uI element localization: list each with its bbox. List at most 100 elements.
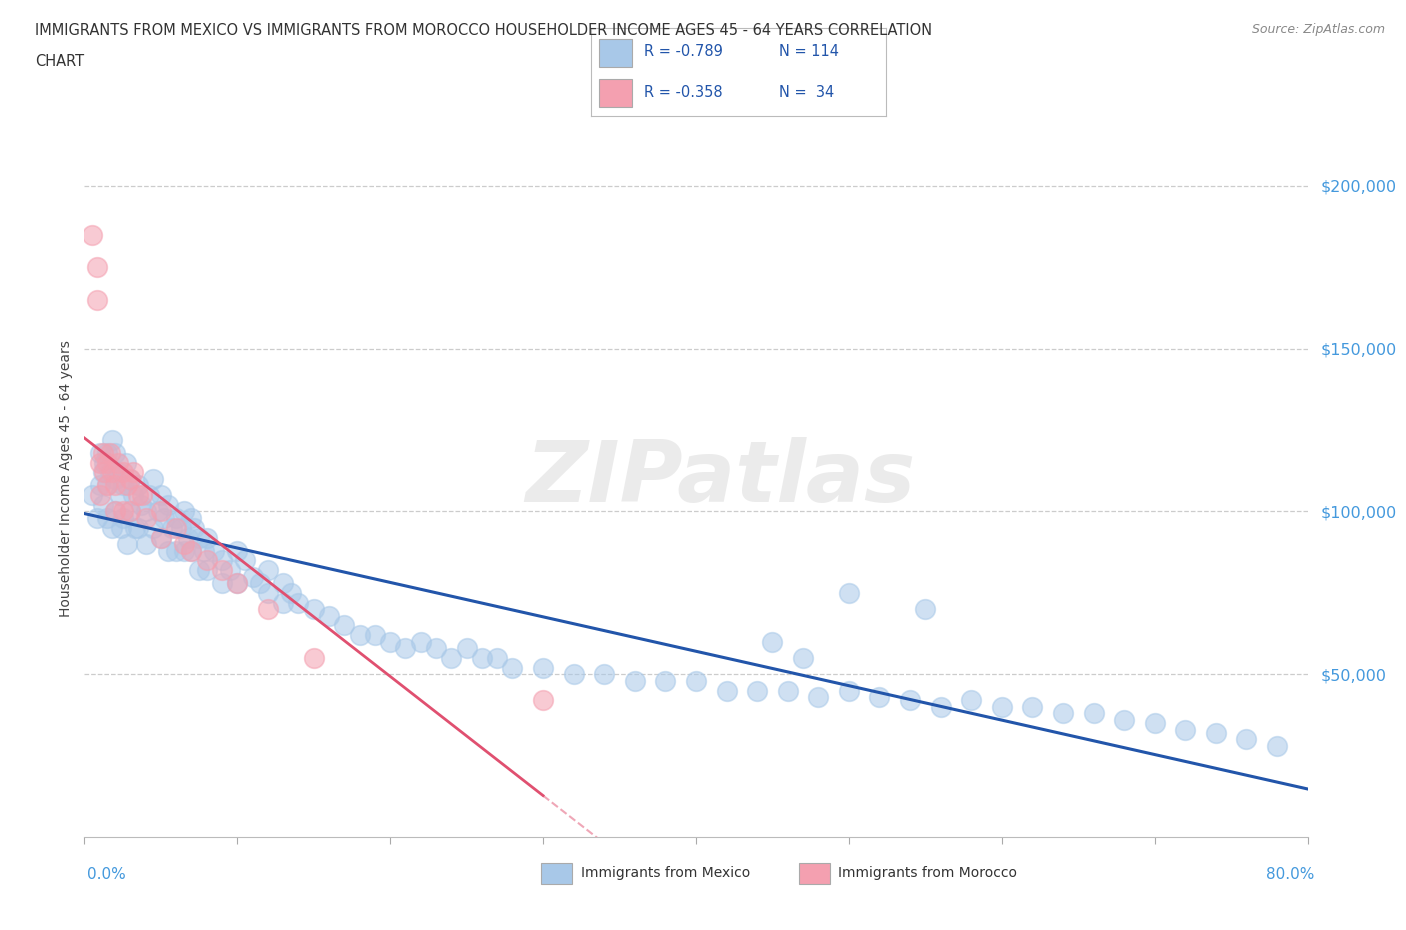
Point [149, 504, 172, 519]
Point [104, 472, 127, 486]
Point [129, 498, 152, 512]
Point [149, 488, 172, 503]
Point [188, 563, 211, 578]
Point [89, 488, 111, 503]
Point [127, 488, 149, 503]
Point [440, 651, 463, 666]
Point [96, 511, 118, 525]
Point [226, 576, 249, 591]
Text: N = 114: N = 114 [779, 45, 839, 60]
Text: IMMIGRANTS FROM MEXICO VS IMMIGRANTS FROM MOROCCO HOUSEHOLDER INCOME AGES 45 - 6: IMMIGRANTS FROM MEXICO VS IMMIGRANTS FRO… [35, 23, 932, 38]
Point [91, 498, 114, 512]
Point [218, 563, 240, 578]
Point [115, 478, 138, 493]
Point [114, 456, 136, 471]
Point [138, 488, 160, 503]
Point [409, 634, 432, 649]
Point [124, 521, 146, 536]
Point [131, 488, 153, 503]
Point [120, 504, 142, 519]
Point [111, 504, 134, 519]
Point [211, 563, 233, 578]
Point [91, 465, 114, 480]
Point [302, 651, 325, 666]
Point [104, 478, 127, 493]
Point [86, 511, 108, 525]
Point [127, 478, 149, 493]
Point [115, 537, 138, 551]
Point [89, 445, 111, 460]
Point [101, 465, 124, 480]
Text: ZIPatlas: ZIPatlas [526, 437, 915, 521]
Point [761, 634, 783, 649]
Point [120, 504, 142, 519]
Point [108, 488, 131, 503]
Text: 0.0%: 0.0% [87, 867, 127, 882]
Point [211, 552, 233, 567]
Point [1114, 712, 1136, 727]
Point [96, 478, 118, 493]
Point [111, 465, 134, 480]
Text: Source: ZipAtlas.com: Source: ZipAtlas.com [1251, 23, 1385, 36]
Point [776, 683, 799, 698]
Point [180, 543, 202, 558]
Y-axis label: Householder Income Ages 45 - 64 years: Householder Income Ages 45 - 64 years [59, 340, 73, 618]
Point [685, 673, 707, 688]
Point [562, 667, 585, 682]
Point [257, 602, 280, 617]
Point [333, 618, 356, 633]
Point [110, 521, 132, 536]
Point [195, 552, 218, 567]
Point [202, 543, 225, 558]
Point [257, 586, 280, 601]
Point [96, 478, 118, 493]
Point [165, 511, 187, 525]
Point [280, 586, 302, 601]
Point [111, 511, 134, 525]
Point [531, 693, 554, 708]
Point [135, 511, 157, 525]
Point [173, 504, 195, 519]
Point [869, 690, 891, 705]
Point [593, 667, 616, 682]
Point [425, 641, 447, 656]
Point [173, 543, 195, 558]
Point [86, 293, 108, 308]
Text: R = -0.789: R = -0.789 [644, 45, 723, 60]
Point [211, 576, 233, 591]
Point [960, 693, 983, 708]
Point [183, 521, 205, 536]
Point [531, 660, 554, 675]
Point [249, 576, 271, 591]
Point [380, 634, 402, 649]
Point [195, 563, 218, 578]
Point [193, 543, 215, 558]
Point [135, 504, 157, 519]
Point [226, 576, 249, 591]
Point [93, 465, 115, 480]
Point [153, 511, 176, 525]
Point [180, 543, 202, 558]
Point [165, 521, 187, 536]
Point [104, 445, 127, 460]
Point [86, 259, 108, 275]
Point [157, 498, 180, 512]
Point [624, 673, 647, 688]
Point [93, 456, 115, 471]
Point [142, 521, 165, 536]
Point [242, 569, 264, 584]
Point [271, 576, 294, 591]
Text: 80.0%: 80.0% [1267, 867, 1315, 882]
Point [157, 543, 180, 558]
Text: CHART: CHART [35, 54, 84, 69]
Point [318, 608, 340, 623]
Point [111, 478, 134, 493]
Point [122, 465, 145, 480]
Bar [599, 79, 631, 108]
Point [170, 521, 193, 536]
Point [101, 432, 124, 447]
Point [1052, 706, 1074, 721]
Point [471, 651, 494, 666]
Point [716, 683, 738, 698]
Point [257, 563, 280, 578]
